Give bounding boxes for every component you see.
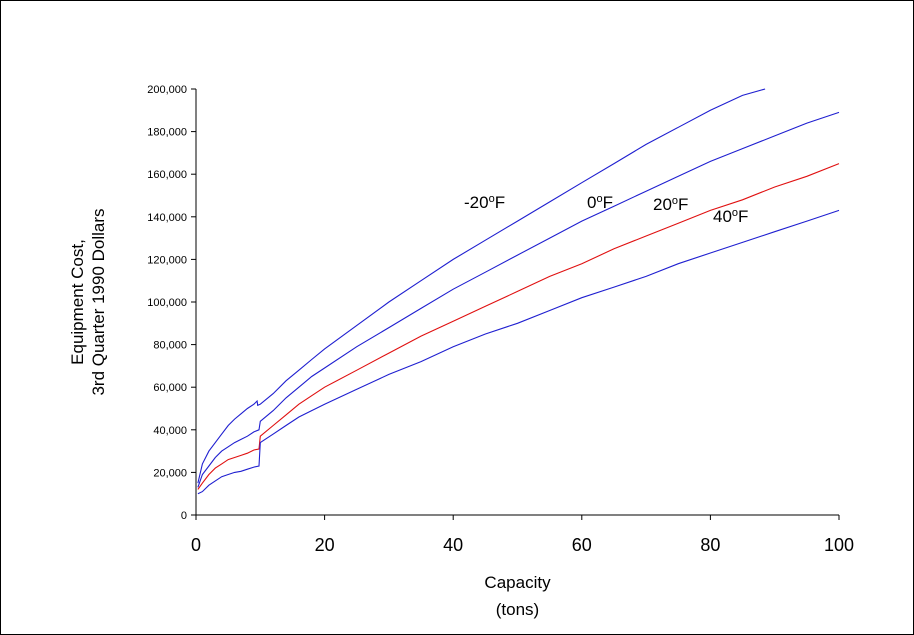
x-axis-label-line-2: (tons) [496, 600, 539, 619]
y-ticks: 0 20,000 40,000 60,000 80,000 100,000 120,000 1… [147, 84, 196, 522]
x-axis-label-line-1: Capacity [484, 573, 551, 592]
series-line-3 [197, 209, 840, 495]
series-label-2: 20oF [653, 195, 688, 214]
series-labels: -20oF 0oF 20oF 40oF [464, 193, 748, 226]
y-tick-label: 0 [181, 510, 187, 522]
series-label-3: 40oF [713, 207, 748, 226]
y-tick-label: 100,000 [147, 297, 187, 309]
y-tick-label: 60,000 [153, 382, 187, 394]
y-tick-label: 80,000 [153, 340, 187, 352]
x-ticks: 0 20 40 60 80 100 [191, 515, 854, 555]
x-tick-label: 60 [572, 535, 592, 555]
y-axis-label-line-2: 3rd Quarter 1990 Dollars [89, 208, 108, 395]
series-label-0: -20oF [464, 193, 505, 212]
series-label-1: 0oF [587, 193, 613, 212]
y-tick-label: 160,000 [147, 169, 187, 181]
y-tick-label: 40,000 [153, 425, 187, 437]
y-tick-label: 200,000 [147, 84, 187, 96]
x-tick-label: 20 [315, 535, 335, 555]
series-layer [197, 88, 840, 495]
y-tick-label: 180,000 [147, 127, 187, 139]
series-line-2 [197, 163, 840, 490]
y-axis-label-line-1: Equipment Cost, [68, 239, 87, 365]
y-tick-label: 20,000 [153, 467, 187, 479]
series-line-0 [197, 88, 766, 484]
y-tick-label: 120,000 [147, 254, 187, 266]
axes: 0 20,000 40,000 60,000 80,000 100,000 120,000 1… [147, 84, 854, 555]
x-tick-label: 100 [824, 535, 854, 555]
x-tick-label: 0 [191, 535, 201, 555]
series-line-1 [197, 111, 840, 488]
x-tick-label: 80 [700, 535, 720, 555]
y-tick-label: 140,000 [147, 212, 187, 224]
x-tick-label: 40 [443, 535, 463, 555]
